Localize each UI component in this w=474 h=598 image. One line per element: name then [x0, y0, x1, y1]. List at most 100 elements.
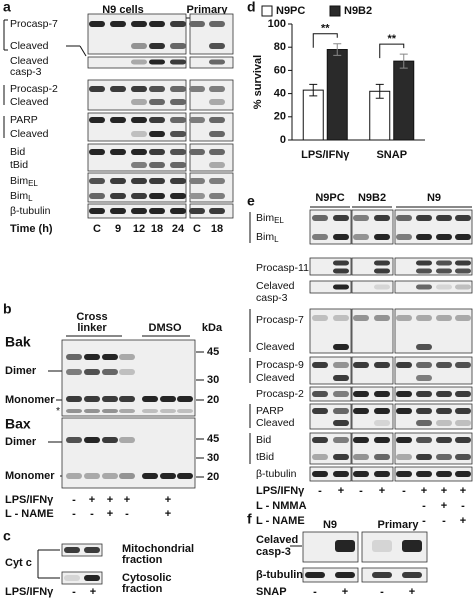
panel-label: c — [3, 528, 11, 544]
treatment-label: SNAP — [256, 586, 287, 598]
blot-band — [374, 268, 390, 274]
blot-band — [396, 454, 412, 460]
row-label: Bid — [256, 434, 271, 446]
bar — [302, 89, 324, 141]
row-label: β-tubulin — [10, 205, 51, 217]
row-label: BimEL — [256, 212, 284, 225]
blot-strip — [351, 386, 394, 402]
blot-band — [455, 391, 471, 397]
blot-band — [396, 437, 412, 443]
blot-band — [353, 391, 369, 397]
treatment-sign: + — [107, 508, 113, 520]
blot-band — [416, 454, 432, 460]
blot-band — [131, 117, 147, 123]
treatment-sign: - — [402, 485, 406, 497]
annotation: ** — [387, 33, 396, 45]
blot-band — [189, 21, 205, 27]
row-label-base: Bim — [256, 231, 274, 243]
blot-band — [396, 362, 412, 368]
kda-label: 45 — [207, 433, 219, 445]
blot-band — [170, 21, 186, 27]
column-header: N9B2 — [358, 192, 386, 204]
treatment-sign: + — [90, 586, 96, 598]
blot-band — [209, 162, 225, 168]
blot-band — [416, 437, 432, 443]
blot-band — [84, 575, 100, 581]
row-label: casp-3 — [256, 546, 291, 558]
blot-band — [436, 268, 452, 274]
blot-band — [455, 260, 471, 266]
annotation: ** — [321, 23, 330, 35]
row-label: Procasp-7 — [10, 18, 58, 30]
blot-band — [119, 409, 135, 413]
blot-band — [312, 408, 328, 414]
blot-band — [416, 268, 432, 274]
treatment-sign: + — [460, 485, 466, 497]
blot-band — [312, 437, 328, 443]
blot-strip — [394, 466, 473, 482]
error-bar — [309, 83, 318, 97]
blot-band — [149, 178, 165, 184]
blot-band — [149, 59, 165, 65]
blot-band — [396, 391, 412, 397]
blot-strip — [309, 466, 352, 482]
panel-label: d — [247, 0, 256, 15]
y-tick-label: 60 — [274, 64, 286, 76]
blot-band — [66, 473, 82, 479]
blot-strip — [394, 280, 473, 294]
kda-label: 45 — [207, 346, 219, 358]
y-tick-label: 20 — [274, 111, 286, 123]
blot-band — [149, 86, 165, 92]
blot-title: Bak — [5, 334, 31, 350]
row-label: BimEL — [10, 175, 38, 188]
blot-band — [110, 117, 126, 123]
blot-band — [333, 437, 349, 443]
treatment-sign: + — [379, 485, 385, 497]
blot-band — [455, 315, 471, 321]
blot-band — [170, 117, 186, 123]
row-label: Dimer — [5, 365, 37, 377]
blot-band — [333, 391, 349, 397]
blot-band — [353, 471, 369, 477]
legend-swatch — [261, 5, 273, 17]
blot-band — [333, 454, 349, 460]
blot-band — [416, 362, 432, 368]
y-tick-label: 80 — [274, 41, 286, 53]
treatment-sign: - — [442, 515, 446, 527]
column-header: N9PC — [315, 192, 344, 204]
row-label-sub: EL — [28, 179, 38, 188]
row-label: Monomer — [5, 394, 55, 406]
blot-band — [131, 99, 147, 105]
blot-band — [312, 315, 328, 321]
blot-band — [110, 149, 126, 155]
blot-band — [312, 471, 328, 477]
treatment-sign: + — [409, 586, 415, 598]
treatment-sign: - — [380, 586, 384, 598]
blot-band — [436, 437, 452, 443]
row-label: casp-3 — [256, 292, 288, 304]
blot-band — [170, 193, 186, 199]
connector — [79, 45, 87, 57]
row-label: tBid — [256, 451, 274, 463]
blot-band — [353, 215, 369, 221]
treatment-sign: + — [441, 500, 447, 512]
blot-strip — [394, 356, 473, 385]
column-header: N9 — [427, 192, 441, 204]
row-label-sub: L — [274, 235, 279, 244]
blot-band — [84, 437, 100, 443]
blot-band — [333, 344, 349, 350]
treatment-sign: - — [461, 500, 465, 512]
blot-band — [402, 540, 422, 552]
blot-band — [102, 473, 118, 479]
lane-label: 18 — [211, 223, 223, 235]
panel-label: f — [247, 511, 252, 527]
blot-band — [436, 284, 452, 290]
blot-band — [209, 99, 225, 105]
column-header: kDa — [202, 322, 223, 334]
row-label: Cleaved — [256, 372, 295, 384]
blot-band — [353, 362, 369, 368]
treatment-sign: - — [318, 485, 322, 497]
blot-band — [455, 437, 471, 443]
blot-band — [177, 396, 193, 402]
